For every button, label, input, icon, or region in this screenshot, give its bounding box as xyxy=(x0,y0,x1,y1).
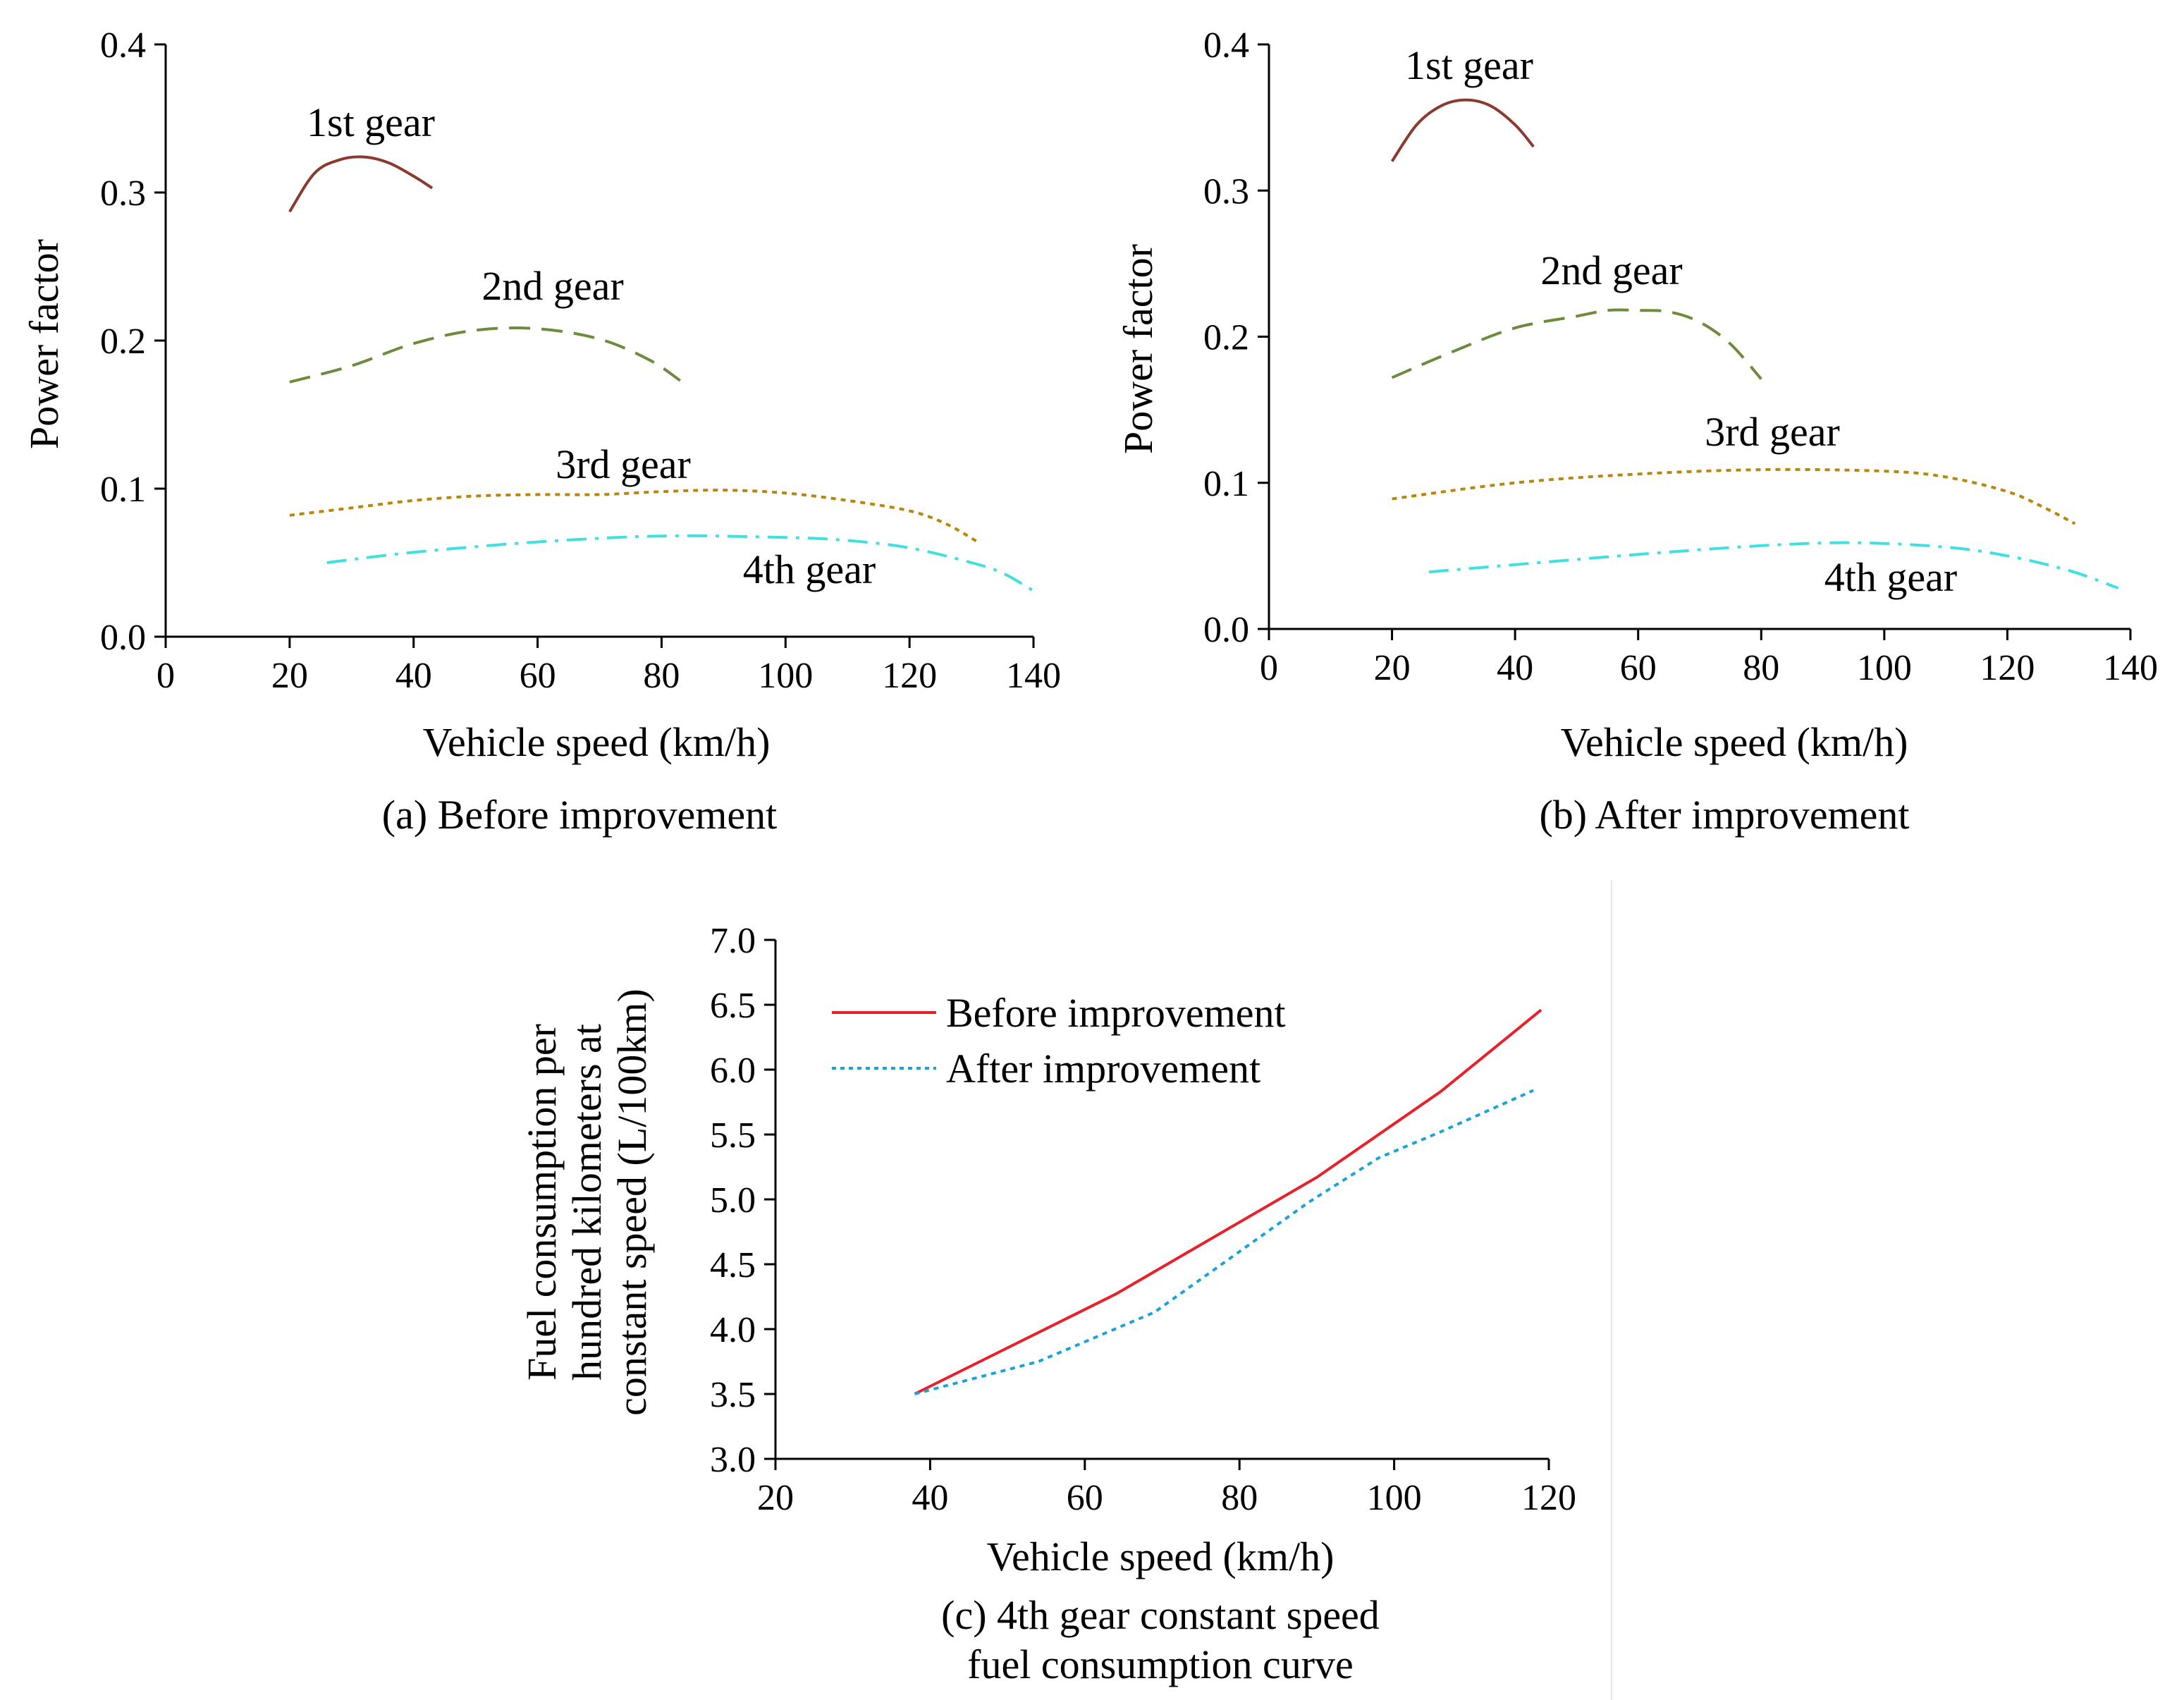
panel-a-y-axis-title: Power factor xyxy=(21,239,67,449)
x-tick-label: 100 xyxy=(1857,648,1912,688)
x-tick-label: 120 xyxy=(1521,1478,1576,1518)
panel-b-series-label: 4th gear xyxy=(1824,554,1957,600)
y-tick-label: 3.0 xyxy=(710,1440,756,1480)
panel-c-series-after-improvement xyxy=(914,1089,1534,1395)
y-tick-label: 3.5 xyxy=(710,1375,756,1415)
chart-panel-b: 0 20 40 60 80 100 120 140 0.0 0.1 0.2 0.3 0.4 1st g… xyxy=(1115,25,2158,838)
y-tick-label: 6.5 xyxy=(710,986,756,1026)
panel-b-series-label: 1st gear xyxy=(1405,42,1533,88)
x-tick-label: 60 xyxy=(1620,648,1657,688)
x-tick-label: 80 xyxy=(1221,1478,1258,1518)
panel-a-series-3rd-gear xyxy=(289,489,978,544)
panel-b-series-label: 2nd gear xyxy=(1540,247,1682,293)
panel-b-series-3rd-gear xyxy=(1392,467,2076,525)
panel-b-series-label: 3rd gear xyxy=(1705,409,1840,455)
x-tick-label: 140 xyxy=(2103,648,2158,688)
panel-c-x-axis-title: Vehicle speed (km/h) xyxy=(987,1534,1335,1579)
y-tick-label: 0.1 xyxy=(100,470,146,510)
panel-a-series-4th-gear xyxy=(326,534,1034,592)
x-tick-label: 140 xyxy=(1006,656,1061,696)
panel-a-series-label: 2nd gear xyxy=(481,263,623,309)
legend-label-before: Before improvement xyxy=(946,990,1286,1036)
x-tick-label: 100 xyxy=(758,656,813,696)
x-tick-label: 0 xyxy=(1260,648,1278,688)
panel-b-series-4th-gear xyxy=(1428,541,2119,589)
y-tick-label: 0.4 xyxy=(1203,25,1249,66)
y-tick-label: 0.2 xyxy=(100,322,146,362)
chart-panel-a: 0 20 40 60 80 100 120 140 0.0 0.1 0.2 0.3 0.4 1st g… xyxy=(21,25,1061,838)
x-tick-label: 60 xyxy=(520,656,556,696)
x-tick-label: 40 xyxy=(912,1478,948,1518)
x-tick-label: 120 xyxy=(882,656,937,696)
y-tick-label: 0.0 xyxy=(1203,610,1249,650)
x-tick-label: 80 xyxy=(1743,648,1779,688)
y-tick-label: 0.1 xyxy=(1203,464,1249,504)
x-tick-label: 20 xyxy=(271,656,308,696)
panel-a-series-label: 1st gear xyxy=(307,99,435,145)
panel-b-series-1st-gear xyxy=(1390,98,1535,162)
y-tick-label: 5.5 xyxy=(710,1115,756,1156)
panel-a-caption: (a) Before improvement xyxy=(382,792,777,838)
panel-c-legend: Before improvement After improvement xyxy=(832,990,1286,1091)
panel-a-x-axis-title: Vehicle speed (km/h) xyxy=(423,719,771,765)
x-tick-label: 100 xyxy=(1367,1478,1422,1518)
chart-panel-c: 20 40 60 80 100 120 3.0 3.5 4.0 4.5 5.0 5.5 6.0 6.5 7… xyxy=(519,921,1576,1687)
panel-b-caption: (b) After improvement xyxy=(1539,792,1909,838)
x-tick-label: 60 xyxy=(1067,1478,1103,1518)
panel-c-y-axis-title: Fuel consumption per hundred kilometers … xyxy=(519,989,655,1416)
x-tick-label: 40 xyxy=(395,656,432,696)
panel-a-series-2nd-gear xyxy=(289,326,681,384)
panel-c-y-axis-title-line1: Fuel consumption per xyxy=(519,1024,565,1381)
panel-b-x-axis-title: Vehicle speed (km/h) xyxy=(1561,719,1908,765)
panel-a-series-label: 4th gear xyxy=(743,546,876,592)
panel-c-y-axis-title-line3: constant speed (L/100km) xyxy=(609,989,655,1416)
panel-a-series-1st-gear xyxy=(288,155,434,213)
y-tick-label: 0.2 xyxy=(1203,318,1249,358)
y-tick-label: 4.0 xyxy=(710,1310,756,1350)
y-tick-label: 0.3 xyxy=(1203,171,1249,212)
x-tick-label: 20 xyxy=(757,1478,794,1518)
panel-b-y-axis-title: Power factor xyxy=(1115,244,1161,454)
x-tick-label: 0 xyxy=(157,656,175,696)
panel-c-series-before-improvement xyxy=(914,1008,1542,1395)
y-tick-label: 7.0 xyxy=(710,921,756,961)
x-tick-label: 80 xyxy=(643,656,680,696)
panel-a-series-label: 3rd gear xyxy=(556,441,691,487)
y-tick-label: 5.0 xyxy=(710,1180,756,1221)
y-tick-label: 6.0 xyxy=(710,1051,756,1091)
x-tick-label: 40 xyxy=(1497,648,1533,688)
panel-c-y-axis-title-line2: hundred kilometers at xyxy=(564,1024,610,1381)
y-tick-label: 0.3 xyxy=(100,173,146,214)
panel-b-series-2nd-gear xyxy=(1391,308,1762,380)
y-tick-label: 4.5 xyxy=(710,1245,756,1285)
y-tick-label: 0.4 xyxy=(100,25,146,66)
panel-c-caption-line2: fuel consumption curve xyxy=(967,1641,1354,1687)
y-tick-label: 0.0 xyxy=(100,618,146,658)
panel-c-caption-line1: (c) 4th gear constant speed xyxy=(941,1592,1380,1638)
x-tick-label: 120 xyxy=(1980,648,2035,688)
x-tick-label: 20 xyxy=(1374,648,1411,688)
legend-label-after: After improvement xyxy=(946,1046,1260,1091)
